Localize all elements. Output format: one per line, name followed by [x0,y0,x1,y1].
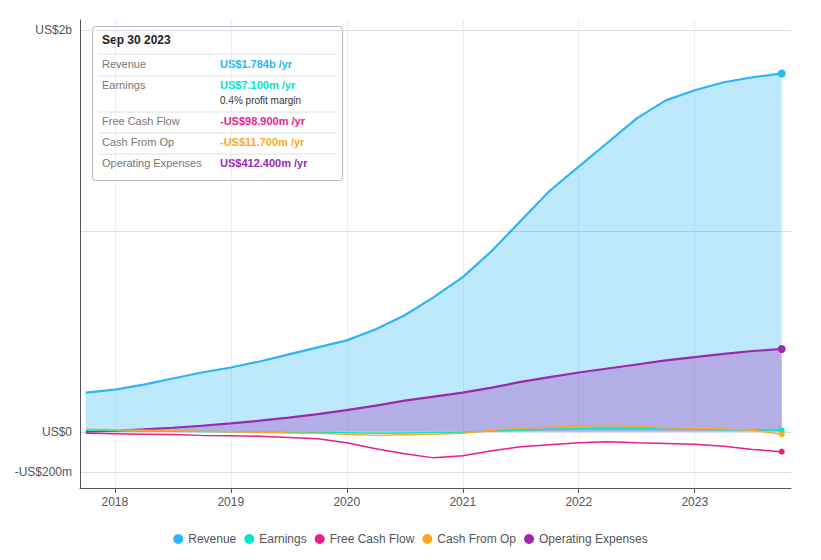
svg-text:2021: 2021 [449,495,476,509]
svg-text:-US$200m: -US$200m [15,465,72,479]
svg-text:Earnings: Earnings [259,532,306,546]
svg-text:Revenue: Revenue [188,532,236,546]
svg-text:-US$11.700m /yr: -US$11.700m /yr [220,136,305,148]
svg-text:2019: 2019 [217,495,244,509]
svg-text:US$0: US$0 [42,425,72,439]
svg-text:US$1.784b /yr: US$1.784b /yr [220,58,293,70]
svg-text:Operating Expenses: Operating Expenses [102,157,202,169]
svg-text:-US$98.900m /yr: -US$98.900m /yr [220,115,306,127]
svg-text:Operating Expenses: Operating Expenses [539,532,648,546]
svg-text:0.4% profit margin: 0.4% profit margin [220,95,301,106]
svg-text:Free Cash Flow: Free Cash Flow [330,532,415,546]
svg-text:Earnings: Earnings [102,79,146,91]
svg-text:US$2b: US$2b [35,23,72,37]
svg-text:US$7.100m /yr: US$7.100m /yr [220,78,296,91]
svg-text:Cash From Op: Cash From Op [437,532,516,546]
svg-text:2020: 2020 [333,495,360,509]
svg-text:2022: 2022 [565,495,592,509]
svg-text:Sep 30 2023: Sep 30 2023 [102,33,171,47]
svg-text:Revenue: Revenue [102,58,146,70]
svg-text:2018: 2018 [101,495,128,509]
svg-text:Free Cash Flow: Free Cash Flow [102,115,180,127]
svg-text:Cash From Op: Cash From Op [102,136,174,148]
svg-text:2023: 2023 [681,495,708,509]
svg-text:US$412.400m /yr: US$412.400m /yr [220,157,308,169]
